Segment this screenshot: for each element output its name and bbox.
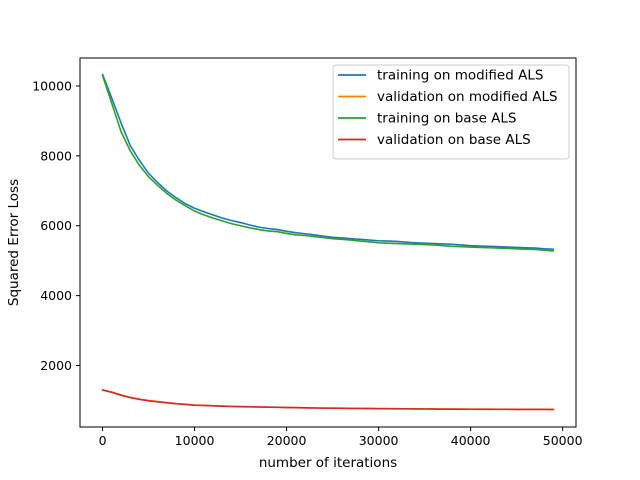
y-tick-label: 8000 <box>40 148 72 163</box>
series-line-0 <box>101 73 555 250</box>
plot-lines <box>101 73 555 411</box>
x-tick-label: 10000 <box>175 433 215 448</box>
y-tick-label: 2000 <box>40 358 72 373</box>
legend-label-0: training on modified ALS <box>377 68 543 84</box>
y-axis-title: Squared Error Loss <box>6 179 22 306</box>
x-tick-label: 50000 <box>543 433 583 448</box>
x-tick-label: 20000 <box>267 433 307 448</box>
x-axis-title: number of iterations <box>259 455 397 471</box>
x-tick-label: 0 <box>99 433 107 448</box>
y-axis: 2000 4000 6000 8000 10000 <box>32 78 80 373</box>
series-line-3 <box>101 389 555 411</box>
x-axis: 0 10000 20000 30000 40000 50000 <box>99 427 583 448</box>
x-tick-label: 30000 <box>359 433 399 448</box>
y-tick-label: 4000 <box>40 288 72 303</box>
legend-label-2: training on base ALS <box>377 111 517 127</box>
y-tick-label: 10000 <box>32 78 72 93</box>
y-tick-label: 6000 <box>40 218 72 233</box>
legend-label-1: validation on modified ALS <box>377 89 558 105</box>
series-line-2 <box>101 74 555 252</box>
legend-box <box>332 64 570 160</box>
legend-label-3: validation on base ALS <box>377 132 531 148</box>
x-tick-label: 40000 <box>451 433 491 448</box>
legend: training on modified ALS validation on mo… <box>332 64 570 160</box>
plot-frame <box>79 57 577 428</box>
